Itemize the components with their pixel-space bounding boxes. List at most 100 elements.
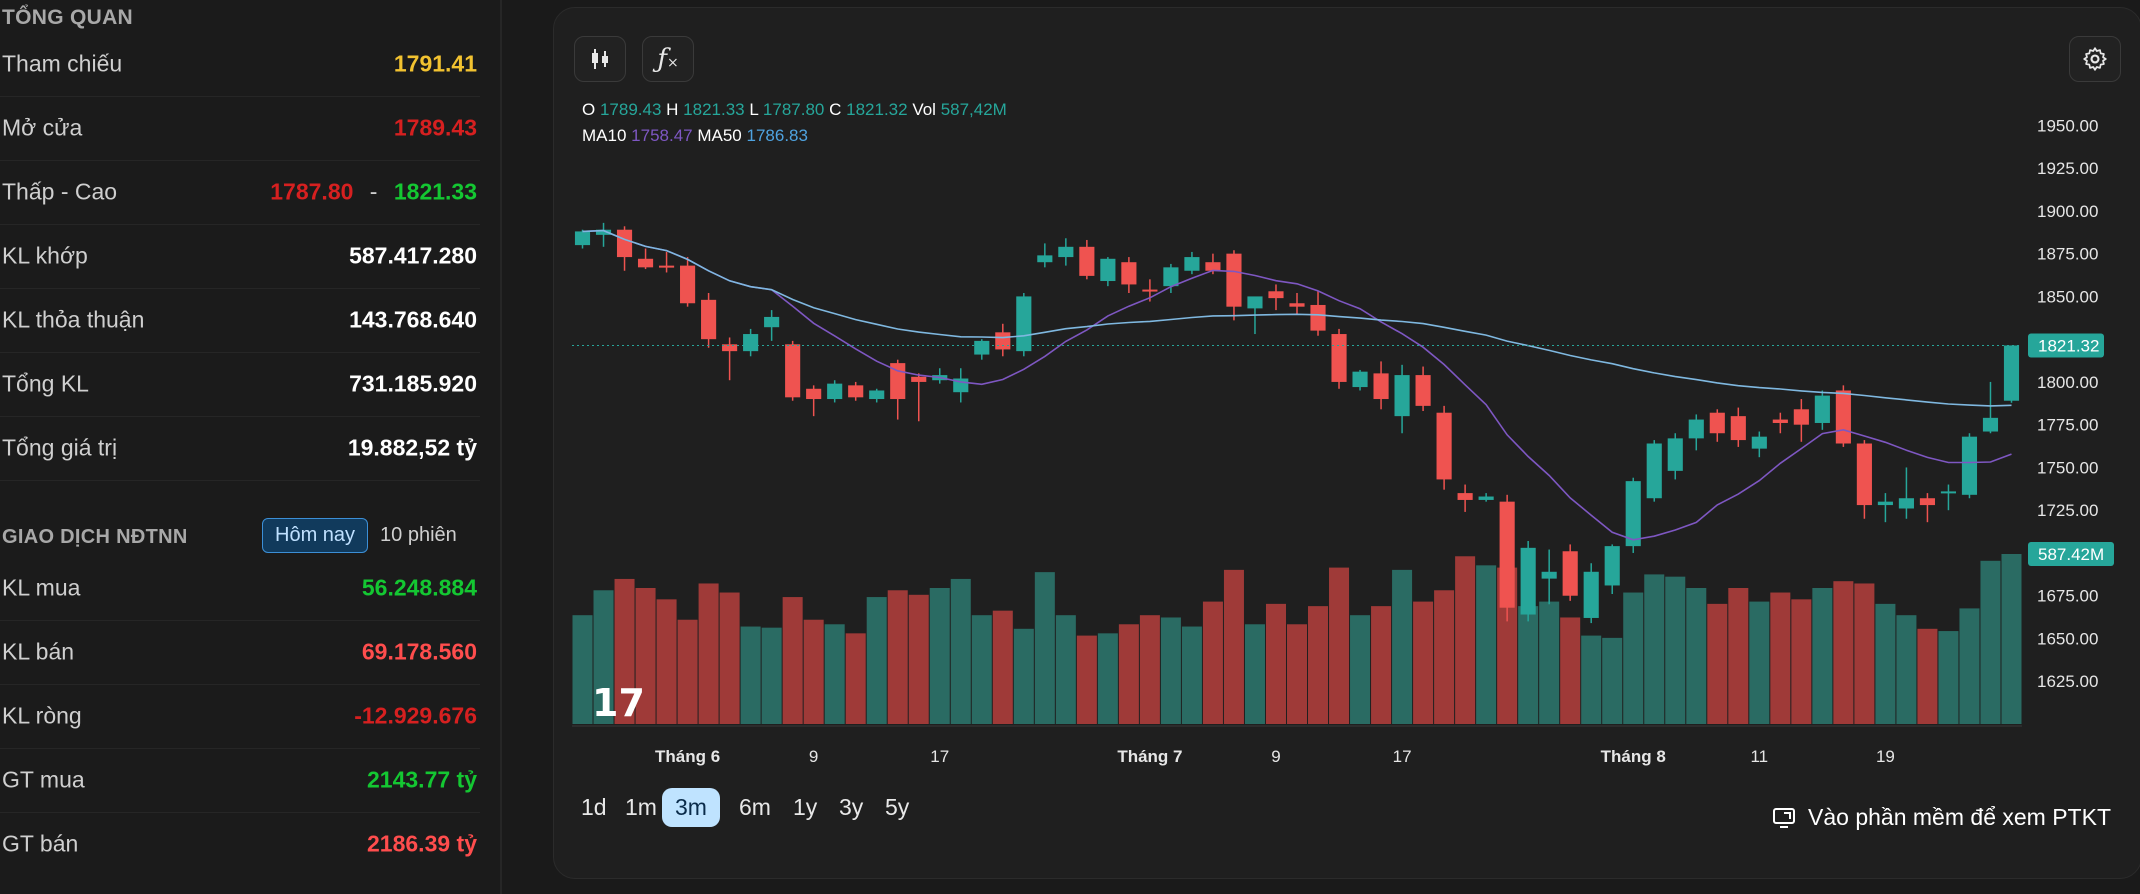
settings-button[interactable] [2069, 36, 2121, 82]
candle-body [1562, 551, 1578, 596]
monitor-icon [1773, 807, 1796, 828]
tab-10-sessions[interactable]: 10 phiên [380, 524, 457, 546]
row-total-volume: Tổng KL 731.185.920 [0, 352, 480, 417]
volume-bar [803, 619, 824, 724]
ma50-label: MA50 [697, 126, 742, 145]
candle-body [722, 344, 738, 352]
candle-body [764, 316, 780, 328]
volume-bar [677, 619, 698, 724]
buy-volume-value: 56.248.884 [361, 574, 477, 601]
timeframe-5y[interactable]: 5y [885, 794, 910, 820]
candle-body [1268, 291, 1284, 299]
indicator-button[interactable]: ƒ× [642, 36, 694, 82]
function-icon: ƒ× [657, 44, 679, 74]
volume-bar [1917, 628, 1938, 724]
row-negotiated-volume: KL thỏa thuận 143.768.640 [0, 288, 480, 353]
volume-bar [1265, 603, 1286, 724]
buy-value-value: 2143.77 tỷ [367, 766, 477, 793]
candle-body [974, 340, 990, 355]
y-tick-label: 1950.00 [2037, 116, 2098, 135]
ma10-label: MA10 [582, 126, 627, 145]
timeframe-3y[interactable]: 3y [839, 794, 864, 820]
candle-body [1184, 257, 1200, 271]
candle-body [1541, 571, 1557, 579]
total-volume-value: 731.185.920 [349, 370, 477, 397]
ohlc-legend: O 1789.43 H 1821.33 L 1787.80 C 1821.32 … [582, 100, 1007, 120]
legend-vol: 587,42M [940, 100, 1007, 119]
candle-body [1016, 296, 1032, 352]
volume-bar [824, 624, 845, 724]
volume-bar [635, 588, 656, 724]
candle-body [1037, 255, 1053, 263]
timeframe-1y[interactable]: 1y [793, 794, 818, 820]
volume-bar [1413, 601, 1434, 724]
volume-bar [1686, 588, 1707, 724]
candle-body [1226, 253, 1242, 307]
candle-body [1667, 438, 1683, 471]
legend-close: 1821.32 [846, 100, 908, 119]
candle-body [1877, 501, 1893, 506]
candle-body [1457, 493, 1473, 500]
axes: 1950.00 1925.00 1900.00 1875.00 1850.00 1825.… [572, 116, 2114, 766]
candle-body [827, 383, 843, 400]
x-tick-label: 17 [1393, 747, 1412, 766]
low-label: L [749, 100, 759, 119]
timeframe-1m[interactable]: 1m [625, 794, 657, 820]
volume-bar [719, 592, 740, 724]
timeframe-1d[interactable]: 1d [581, 794, 607, 820]
y-tick-label: 1925.00 [2037, 159, 2098, 178]
open-software-label: Vào phần mềm để xem PTKT [1808, 804, 2111, 830]
vol-label: Vol [912, 100, 936, 119]
volume-bar [1202, 601, 1223, 724]
y-tick-label: 1850.00 [2037, 287, 2098, 306]
matched-volume-value: 587.417.280 [349, 242, 477, 269]
candle-body [1520, 547, 1536, 615]
chart-panel: ƒ× O 1789.43 H 1821.33 L 1787.80 C 1821.… [553, 7, 2140, 879]
candle-body [1583, 571, 1599, 618]
open-software-link[interactable]: Vào phần mềm để xem PTKT [1772, 804, 2111, 831]
row-label: KL bán [2, 638, 75, 665]
legend-high: 1821.33 [683, 100, 745, 119]
candle-body [680, 265, 696, 304]
candlestick-icon [592, 49, 608, 69]
volume-bar [1118, 624, 1139, 724]
row-buy-value: GT mua 2143.77 tỷ [0, 748, 480, 813]
net-volume-value: -12.929.676 [354, 702, 477, 729]
foreign-tab-toggle: Hôm nay 10 phiên [262, 518, 469, 553]
row-label: Tổng KL [2, 370, 89, 397]
timeframe-3m[interactable]: 3m [662, 788, 720, 827]
overview-title: TỔNG QUAN [2, 6, 134, 29]
y-tick-label: 1775.00 [2037, 416, 2098, 435]
candle-body [995, 332, 1011, 350]
tv-logo-text: 17 [592, 681, 645, 725]
row-matched-volume: KL khớp 587.417.280 [0, 224, 480, 289]
volume-bar [1602, 637, 1623, 724]
volume-bar [1223, 569, 1244, 724]
candle-body [1205, 262, 1221, 271]
volume-bar [887, 590, 908, 724]
volume-bar [1560, 617, 1581, 724]
candle-body [1436, 412, 1452, 480]
foreign-title: GIAO DỊCH NĐTNN [2, 526, 188, 548]
chart-type-button[interactable] [574, 36, 626, 82]
row-low-high: Thấp - Cao 1787.80 - 1821.33 [0, 160, 480, 225]
tab-today[interactable]: Hôm nay [262, 518, 369, 553]
volume-bar [1455, 556, 1476, 724]
candle-body [743, 334, 759, 352]
candle-body [1352, 371, 1368, 388]
volume-bar [1139, 615, 1160, 724]
volume-bar [1434, 590, 1455, 724]
candle-body [1982, 417, 1999, 432]
volume-bar [1896, 615, 1917, 724]
candle-body [1688, 419, 1704, 439]
row-label: Thấp - Cao [2, 178, 118, 205]
volume-bar [761, 627, 782, 724]
ma50-line [582, 229, 2012, 407]
row-label: GT mua [2, 766, 85, 793]
candle-body [890, 363, 906, 400]
sell-volume-value: 69.178.560 [361, 638, 477, 665]
x-tick-label: 9 [1271, 747, 1280, 766]
open-label: O [582, 100, 596, 119]
timeframe-6m[interactable]: 6m [739, 794, 771, 820]
low-high-value: 1787.80 - 1821.33 [270, 179, 477, 206]
